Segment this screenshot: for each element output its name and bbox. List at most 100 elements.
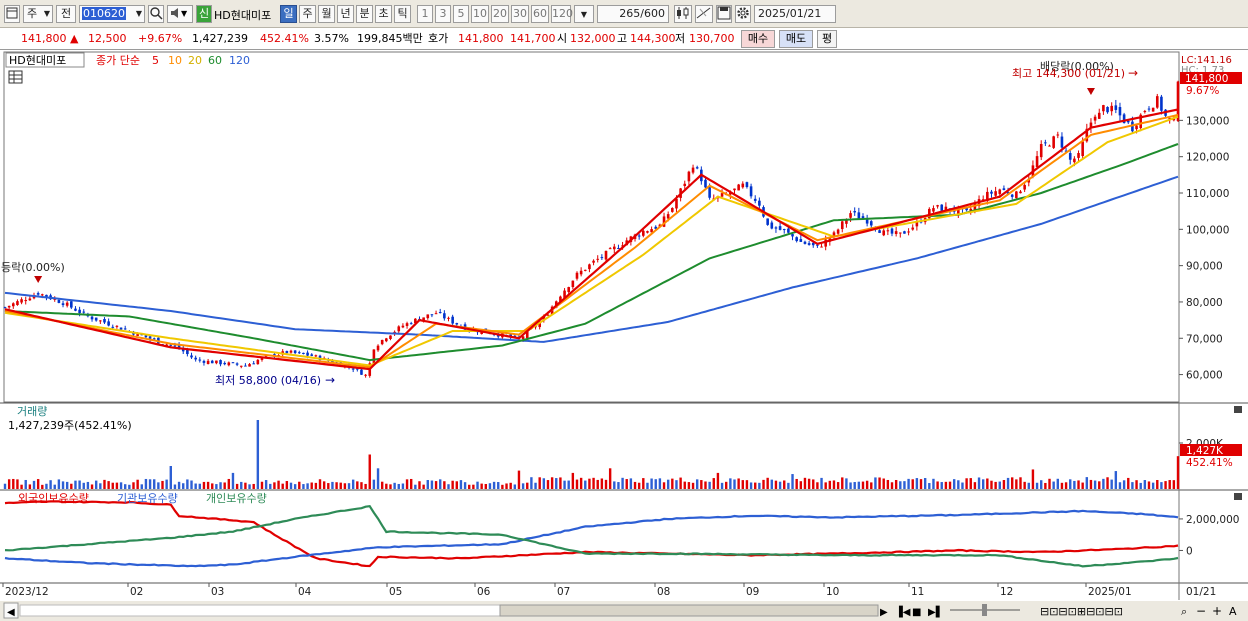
candle-body — [861, 216, 865, 219]
volume-bar — [393, 482, 396, 489]
tab-period-2[interactable]: 월 — [318, 5, 335, 23]
interval-button-30[interactable]: 30 — [511, 5, 529, 23]
candle-body — [1114, 105, 1118, 110]
interval-button-5[interactable]: 5 — [453, 5, 469, 23]
ask-value: 141,800 — [458, 32, 504, 45]
table-icon[interactable] — [8, 70, 23, 84]
volume-bar — [936, 481, 939, 489]
volume-bar — [240, 481, 243, 489]
magnifier-icon[interactable]: ⌕ — [1181, 605, 1187, 618]
stock-chart[interactable]: 130,000 120,000 110,000 100,000 90,000 80,000… — [0, 50, 1248, 621]
prev-button[interactable]: 전 — [56, 5, 76, 23]
scroll-thumb[interactable] — [499, 604, 879, 617]
search-icon[interactable] — [148, 5, 164, 23]
volume-bar — [766, 477, 769, 489]
tab-period-6[interactable]: 틱 — [394, 5, 411, 23]
candle-body — [1006, 191, 1010, 194]
speaker-icon[interactable]: ▼ — [167, 5, 193, 23]
candle-body — [455, 323, 459, 325]
legend-stock-name: HD현대미포 — [9, 54, 66, 67]
candle-body — [1176, 81, 1180, 121]
interval-button-120[interactable]: 120 — [551, 5, 573, 23]
date-input[interactable]: 2025/01/21 — [754, 5, 836, 23]
candle-body — [20, 299, 23, 303]
zoom-slider-handle[interactable] — [982, 604, 987, 616]
last-page-icon[interactable]: ▶▌ — [928, 605, 943, 618]
volume-bar — [426, 480, 429, 489]
holding-institution-label: 기관보유수량 — [117, 492, 178, 505]
volume-bar — [219, 482, 222, 489]
volume-bar — [865, 480, 869, 489]
toolbar-icons[interactable]: ⊟⊡⊟⊡⊞⊟⊡⊟⊡ — [1040, 605, 1123, 618]
tab-period-1[interactable]: 주 — [299, 5, 316, 23]
candle-body — [82, 311, 86, 313]
volume-bar — [1151, 482, 1155, 489]
candle-body — [231, 362, 235, 364]
period-type-select[interactable]: 주 ▼ — [23, 5, 53, 23]
interval-button-10[interactable]: 10 — [471, 5, 489, 23]
right-arrow-icon[interactable]: ▶ — [880, 607, 888, 618]
zoom-in-icon[interactable]: + — [1212, 604, 1222, 618]
sell-button[interactable]: 매도 — [779, 30, 813, 48]
volume-bar — [194, 483, 197, 489]
count-value: 265 — [619, 7, 641, 20]
blank-select[interactable]: ▼ — [574, 5, 594, 23]
interval-button-20[interactable]: 20 — [491, 5, 509, 23]
candle-body — [256, 359, 260, 365]
holding-line — [4, 500, 1179, 568]
gear-icon[interactable] — [735, 5, 751, 23]
candle-body — [1160, 96, 1163, 111]
candle-body — [186, 349, 189, 355]
first-page-icon[interactable]: ▐◀ — [895, 605, 911, 618]
scrollbar[interactable]: ◀ ▶ ▐◀ ■ ▶▌ ⊟⊡⊟⊡⊞⊟⊡⊟⊡ ⌕ − + A — [0, 601, 1248, 621]
zoom-out-icon[interactable]: − — [1196, 604, 1206, 618]
scroll-left-button[interactable] — [3, 602, 19, 619]
x-tick-label: 09 — [746, 586, 759, 598]
volume-bar — [737, 478, 740, 489]
count-input[interactable]: 265/600 — [597, 5, 669, 23]
buy-button[interactable]: 매수 — [741, 30, 775, 48]
volume-bar — [538, 477, 541, 489]
volume-bar — [944, 481, 948, 489]
volume-bar — [430, 480, 434, 489]
code-input[interactable]: 010620 ▼ — [79, 5, 145, 23]
period-type-value: 주 — [27, 7, 38, 20]
text-size-icon[interactable]: A — [1229, 605, 1237, 618]
volume-bar — [642, 478, 645, 489]
price-tag-box — [1180, 72, 1242, 84]
save-icon[interactable] — [716, 5, 732, 23]
candle-body — [1118, 107, 1122, 116]
volume-bar — [716, 472, 720, 489]
interval-button-60[interactable]: 60 — [531, 5, 549, 23]
interval-button-1[interactable]: 1 — [417, 5, 433, 23]
tab-period-5[interactable]: 초 — [375, 5, 392, 23]
candle-icon[interactable] — [674, 5, 692, 23]
candle-body — [351, 368, 355, 370]
candle-body — [758, 200, 761, 206]
candle-body — [579, 270, 583, 275]
stock-name: HD현대미포 — [214, 9, 272, 22]
tab-period-0[interactable]: 일 — [280, 5, 297, 23]
stop-icon[interactable]: ■ — [912, 607, 921, 618]
volume-bar — [285, 481, 289, 489]
chart-labels: HD현대미포 종가 단순 5 10 20 60 120 등락(0.00%) 배당… — [1, 52, 1242, 505]
volume-bar — [928, 483, 931, 489]
volume-bar — [695, 479, 699, 489]
volume-bar — [513, 484, 517, 489]
volume-bar — [608, 468, 612, 489]
eval-button[interactable]: 평 — [817, 30, 837, 48]
tab-period-3[interactable]: 년 — [337, 5, 354, 23]
interval-button-3[interactable]: 3 — [435, 5, 451, 23]
volume-bar — [231, 472, 235, 489]
volume-bar — [476, 481, 479, 489]
candle-body — [1081, 141, 1084, 156]
volume-bar — [563, 480, 566, 489]
crosshair-icon[interactable] — [695, 5, 713, 23]
tab-period-4[interactable]: 분 — [356, 5, 373, 23]
candle-body — [687, 171, 691, 182]
chart-frames — [0, 51, 1248, 600]
layout-icon[interactable] — [4, 5, 20, 23]
volume-bar — [269, 483, 272, 489]
candle-body — [546, 314, 550, 316]
candle-body — [642, 230, 645, 236]
